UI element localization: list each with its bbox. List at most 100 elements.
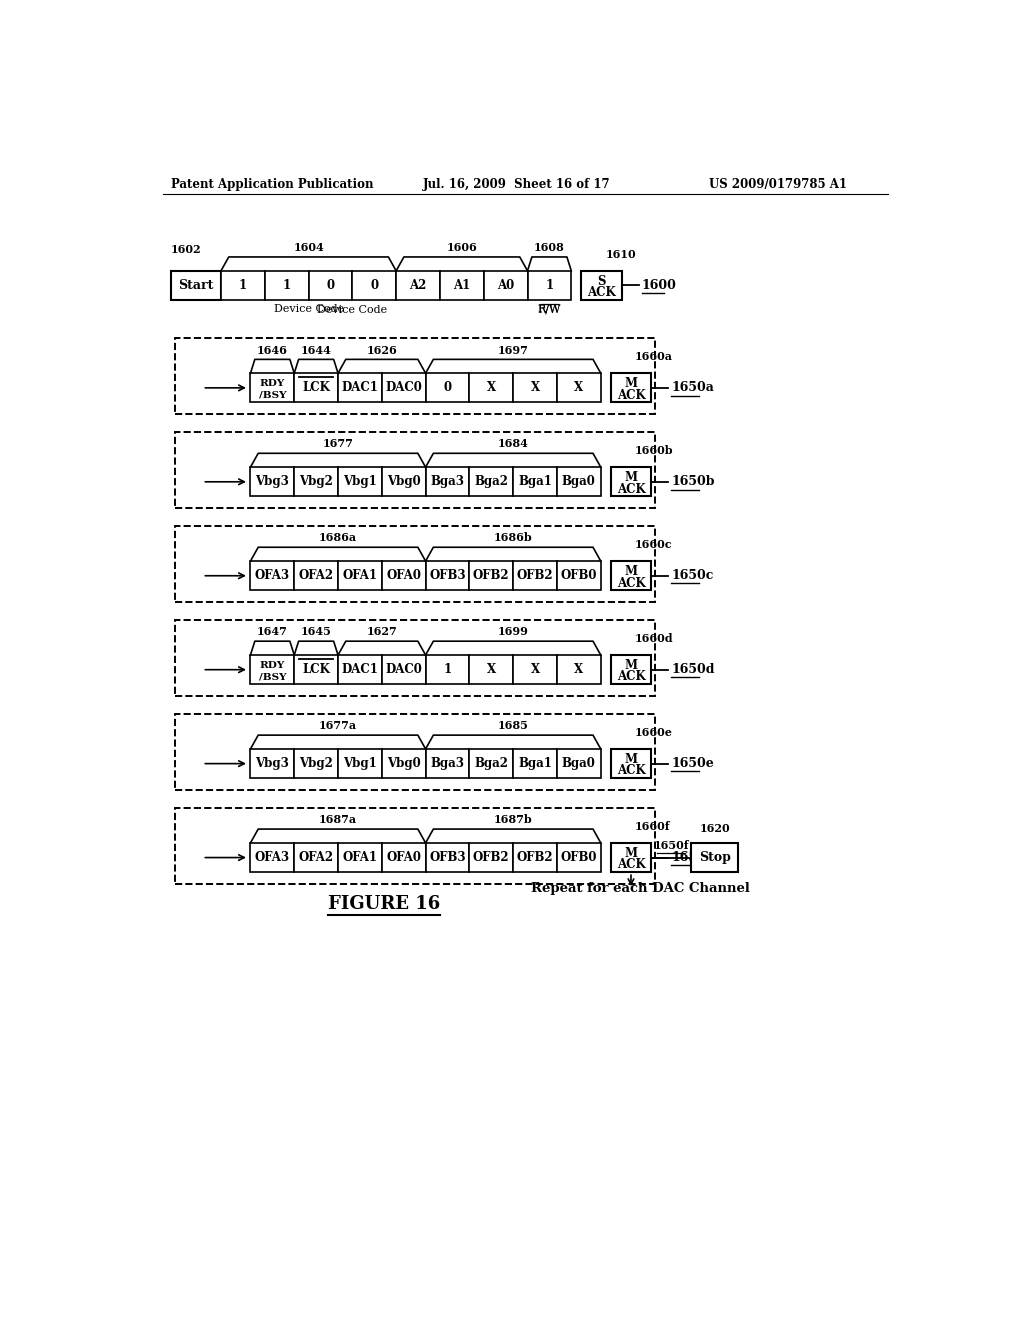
Text: RDY: RDY — [260, 661, 285, 671]
Text: DAC0: DAC0 — [385, 663, 422, 676]
Bar — [251, 748, 294, 779]
Bar — [483, 271, 527, 300]
Bar — [294, 843, 338, 873]
Bar — [174, 525, 655, 602]
Text: 1647: 1647 — [257, 627, 288, 638]
Bar — [527, 271, 571, 300]
Text: 1687a: 1687a — [318, 814, 357, 825]
Text: 1650c: 1650c — [672, 569, 714, 582]
Text: ACK: ACK — [616, 483, 645, 495]
Text: X: X — [574, 381, 584, 395]
Text: Vbg0: Vbg0 — [387, 758, 421, 770]
Text: M: M — [625, 659, 638, 672]
Bar — [611, 467, 651, 496]
Text: 1699: 1699 — [498, 627, 528, 638]
Text: A0: A0 — [497, 279, 514, 292]
Bar — [294, 561, 338, 590]
Text: 1650d: 1650d — [672, 663, 715, 676]
Bar — [426, 843, 469, 873]
Text: 1627: 1627 — [367, 627, 397, 638]
Text: 1644: 1644 — [301, 345, 332, 355]
Bar — [382, 843, 426, 873]
Text: 1660b: 1660b — [635, 445, 674, 457]
Text: US 2009/0179785 A1: US 2009/0179785 A1 — [710, 178, 847, 190]
Text: A1: A1 — [454, 279, 470, 292]
Bar — [611, 748, 651, 779]
Bar — [440, 271, 483, 300]
Bar — [352, 271, 396, 300]
Text: 1650a: 1650a — [672, 381, 714, 395]
Bar — [251, 374, 294, 403]
Text: 1685: 1685 — [498, 721, 528, 731]
Bar — [294, 374, 338, 403]
Text: 1646: 1646 — [257, 345, 288, 355]
Bar — [469, 374, 513, 403]
Text: 1606: 1606 — [446, 242, 477, 253]
Bar — [338, 561, 382, 590]
Bar — [382, 467, 426, 496]
Text: Vbg2: Vbg2 — [299, 758, 333, 770]
Bar — [513, 748, 557, 779]
Bar — [513, 655, 557, 684]
Text: 1608: 1608 — [535, 242, 565, 253]
Text: OFB2: OFB2 — [473, 569, 510, 582]
Bar — [557, 843, 601, 873]
Text: S: S — [597, 275, 606, 288]
Text: Bga3: Bga3 — [430, 758, 465, 770]
Text: 1600: 1600 — [642, 279, 677, 292]
Bar — [174, 432, 655, 508]
Bar — [338, 467, 382, 496]
Text: OFA0: OFA0 — [386, 569, 421, 582]
Text: Bga0: Bga0 — [562, 475, 596, 488]
Text: Vbg2: Vbg2 — [299, 475, 333, 488]
Bar — [171, 271, 221, 300]
Text: ACK: ACK — [616, 858, 645, 871]
Text: ACK: ACK — [616, 671, 645, 684]
Text: Vbg3: Vbg3 — [255, 475, 290, 488]
Bar — [338, 655, 382, 684]
Text: Jul. 16, 2009  Sheet 16 of 17: Jul. 16, 2009 Sheet 16 of 17 — [423, 178, 610, 190]
Text: DAC1: DAC1 — [341, 663, 378, 676]
Bar — [611, 561, 651, 590]
Text: Start: Start — [178, 279, 213, 292]
Text: M: M — [625, 752, 638, 766]
Bar — [251, 561, 294, 590]
Bar — [221, 271, 265, 300]
Text: DAC1: DAC1 — [341, 381, 378, 395]
Bar — [513, 561, 557, 590]
Text: Vbg0: Vbg0 — [387, 475, 421, 488]
Text: 1: 1 — [239, 279, 247, 292]
Bar — [382, 374, 426, 403]
Text: OFB2: OFB2 — [473, 851, 510, 865]
Text: 1610: 1610 — [605, 249, 636, 260]
Text: LCK: LCK — [302, 663, 330, 676]
Text: M: M — [625, 565, 638, 578]
Text: 1626: 1626 — [367, 345, 397, 355]
Text: X: X — [530, 381, 540, 395]
Text: M: M — [625, 378, 638, 391]
Text: FIGURE 16: FIGURE 16 — [328, 895, 440, 912]
Bar — [174, 338, 655, 414]
Bar — [426, 467, 469, 496]
Bar — [582, 271, 622, 300]
Bar — [382, 655, 426, 684]
Text: 1: 1 — [283, 279, 291, 292]
Bar — [557, 748, 601, 779]
Bar — [338, 374, 382, 403]
Bar — [294, 655, 338, 684]
Text: 1620: 1620 — [699, 822, 730, 834]
Bar — [426, 561, 469, 590]
Text: /BSY: /BSY — [259, 391, 286, 400]
Text: LCK: LCK — [302, 381, 330, 395]
Bar — [426, 748, 469, 779]
Text: X: X — [530, 663, 540, 676]
Text: OFB0: OFB0 — [560, 569, 597, 582]
Text: 1660a: 1660a — [635, 351, 673, 363]
Text: OFA1: OFA1 — [342, 851, 378, 865]
Bar — [294, 467, 338, 496]
Text: R/W: R/W — [538, 305, 561, 314]
Bar — [557, 467, 601, 496]
Text: 1697: 1697 — [498, 345, 528, 355]
Text: Bga2: Bga2 — [474, 758, 508, 770]
Text: Bga3: Bga3 — [430, 475, 465, 488]
